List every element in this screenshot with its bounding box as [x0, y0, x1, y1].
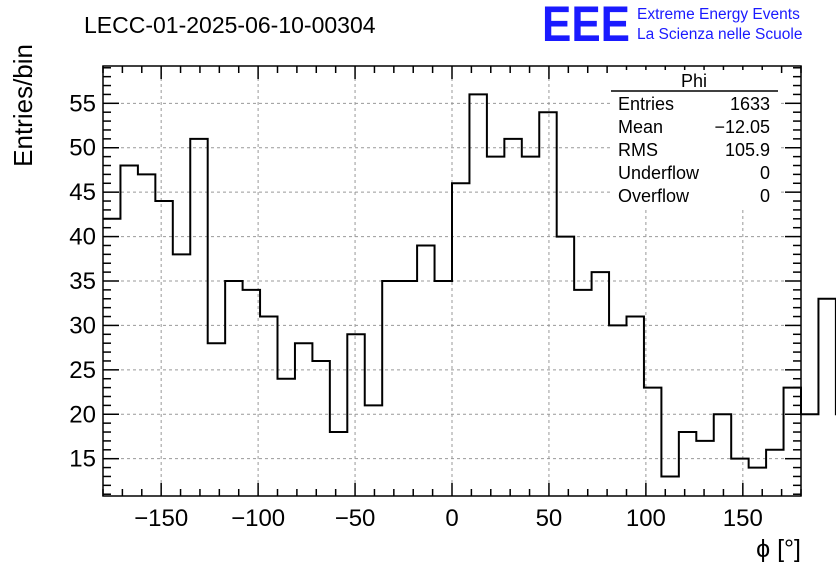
histogram-bin [278, 379, 295, 496]
x-tick-label: −150 [134, 505, 188, 532]
histogram-bin [574, 290, 591, 496]
stats-box-background [610, 70, 780, 210]
histogram-bin [103, 219, 120, 496]
histogram-bin [731, 459, 748, 496]
histogram-outline [103, 93, 836, 478]
x-tick-label: −50 [335, 505, 376, 532]
y-tick-label: 30 [69, 312, 96, 339]
histogram-bin [749, 468, 766, 496]
histogram-bin [504, 139, 521, 496]
histogram-bin [155, 201, 172, 496]
histogram-bin [225, 281, 242, 496]
histogram-bin [487, 157, 504, 496]
eee-logo: EEE Extreme Energy Events La Scienza nel… [542, 0, 802, 52]
stats-row-label: Entries [618, 94, 674, 114]
histogram-bin [592, 272, 609, 496]
histogram-bin [208, 343, 225, 496]
histogram-bin [644, 388, 661, 496]
y-tick-label: 25 [69, 357, 96, 384]
histogram-bin [347, 334, 364, 496]
histogram-bin [190, 139, 207, 496]
histogram-bin [330, 432, 347, 496]
histogram-bin [243, 290, 260, 496]
histogram-bin [714, 414, 731, 496]
histogram-bin [312, 361, 329, 496]
histogram-bin [818, 299, 835, 496]
stats-row-value: −12.05 [714, 117, 770, 137]
x-tick-label: 100 [626, 505, 666, 532]
histogram-bin [661, 476, 678, 496]
histogram-bin [696, 441, 713, 496]
histogram-bin [435, 281, 452, 496]
histogram-bin [260, 317, 277, 496]
histogram-bin [522, 157, 539, 496]
tick-labels: −150 −100 −50 0 50 100 150 15 20 25 30 35 40 45 50 55 [69, 90, 763, 532]
histogram-bin [120, 166, 137, 496]
histogram-bin [365, 405, 382, 496]
histogram-bin [784, 388, 801, 496]
logo-line1: Extreme Energy Events [637, 6, 800, 23]
histogram-bin [557, 237, 574, 496]
histogram-bin [609, 325, 626, 496]
histogram-bin [138, 174, 155, 496]
stats-row-label: Underflow [618, 163, 700, 183]
x-tick-label: 50 [536, 505, 563, 532]
stats-row-value: 1633 [730, 94, 770, 114]
stats-row-value: 0 [760, 163, 770, 183]
logo-letters: EEE [542, 0, 630, 52]
histogram-bin [382, 281, 399, 496]
stats-row-label: Mean [618, 117, 663, 137]
y-tick-label: 45 [69, 179, 96, 206]
histogram-bin [417, 245, 434, 496]
stats-row-label: RMS [618, 140, 658, 160]
stats-box: Phi Entries 1633 Mean −12.05 RMS 105.9 Underfl… [610, 70, 780, 210]
histogram-bins [103, 93, 836, 496]
histogram-bin [539, 112, 556, 496]
y-tick-label: 35 [69, 268, 96, 295]
histogram-bin [295, 343, 312, 496]
x-tick-label: 150 [723, 505, 763, 532]
stats-row-label: Overflow [618, 186, 690, 206]
stats-box-title: Phi [681, 71, 707, 91]
x-axis-label: ϕ [°] [756, 535, 801, 563]
histogram-bin [801, 414, 818, 496]
y-tick-label: 50 [69, 135, 96, 162]
stats-row-value: 0 [760, 186, 770, 206]
y-axis-label: Entries/bin [8, 44, 38, 167]
histogram-bin [469, 94, 486, 496]
x-tick-label: −100 [231, 505, 285, 532]
run-title: LECC-01-2025-06-10-00304 [84, 12, 376, 38]
histogram-bin [400, 281, 417, 496]
histogram-bin [173, 254, 190, 496]
y-tick-label: 40 [69, 224, 96, 251]
plot-frame [102, 65, 802, 497]
histogram-bin [679, 432, 696, 496]
y-tick-label: 15 [69, 446, 96, 473]
y-tick-label: 55 [69, 90, 96, 117]
y-tick-label: 20 [69, 401, 96, 428]
stats-row-value: 105.9 [725, 140, 770, 160]
histogram-bin [627, 317, 644, 496]
histogram-bin [452, 183, 469, 496]
logo-line2: La Scienza nelle Scuole [637, 26, 802, 43]
x-tick-label: 0 [445, 505, 458, 532]
